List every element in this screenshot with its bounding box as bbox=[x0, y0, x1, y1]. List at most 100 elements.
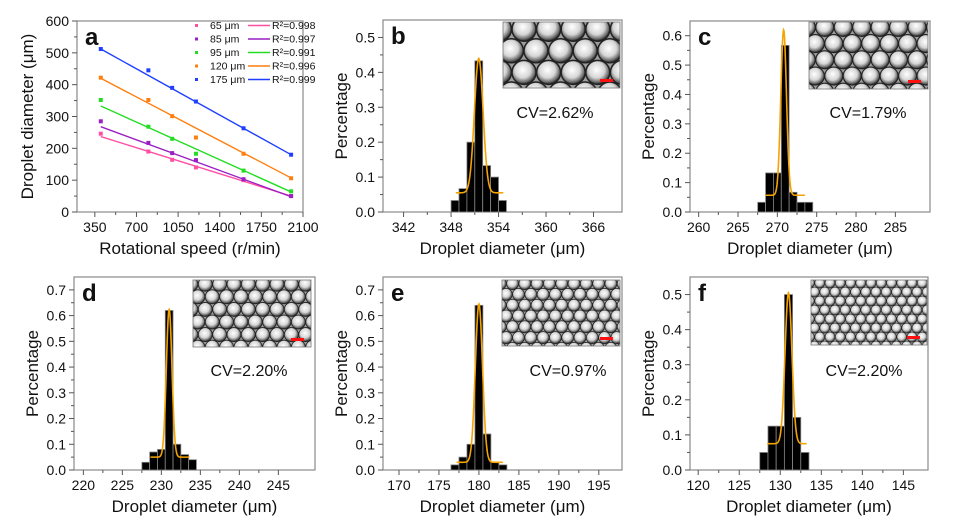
panel-a: 350 700 1050 1400 1750 2100 0 100 200 300 400 500 60… bbox=[18, 13, 319, 258]
histogram-bar bbox=[767, 425, 777, 471]
data-point bbox=[98, 97, 103, 102]
droplet bbox=[875, 331, 887, 343]
data-point bbox=[98, 75, 103, 80]
droplet bbox=[896, 331, 908, 343]
gaussian-fit-curve bbox=[765, 27, 805, 197]
y-tick-label: 0.4 bbox=[356, 64, 376, 80]
droplet bbox=[811, 331, 815, 343]
x-axis-title: Droplet diameter (μm) bbox=[420, 497, 586, 516]
x-tick-label: 260 bbox=[687, 219, 711, 235]
droplet bbox=[197, 280, 213, 292]
droplet bbox=[852, 82, 871, 89]
droplet bbox=[247, 339, 263, 347]
droplet bbox=[503, 81, 523, 88]
droplet bbox=[870, 50, 890, 70]
droplet bbox=[598, 309, 611, 323]
droplet bbox=[819, 304, 831, 316]
droplet bbox=[598, 81, 620, 88]
droplet bbox=[824, 331, 836, 343]
legend-label: 120 μm bbox=[210, 61, 245, 73]
y-tick-label: 200 bbox=[46, 140, 70, 156]
histogram-bar bbox=[466, 141, 476, 213]
x-tick-label: 360 bbox=[534, 219, 558, 235]
droplet bbox=[906, 280, 918, 289]
data-point bbox=[170, 114, 175, 119]
droplet bbox=[861, 66, 881, 86]
histogram-bar bbox=[800, 452, 810, 471]
legend-fit-label: R²=0.991 bbox=[272, 47, 316, 59]
cv-label: CV=2.20% bbox=[826, 363, 903, 380]
data-point bbox=[170, 136, 175, 141]
y-tick-label: 0.4 bbox=[47, 359, 67, 375]
histogram-bar bbox=[490, 461, 500, 471]
x-tick-label: 280 bbox=[844, 219, 868, 235]
droplet bbox=[891, 340, 902, 345]
droplet bbox=[845, 331, 856, 343]
histogram-bar bbox=[458, 456, 468, 471]
y-tick-label: 0.6 bbox=[356, 308, 376, 324]
droplet bbox=[573, 309, 587, 323]
droplet bbox=[616, 299, 620, 311]
microscope-image bbox=[502, 280, 620, 346]
droplet bbox=[819, 322, 831, 334]
droplet bbox=[865, 331, 877, 343]
droplet bbox=[298, 280, 311, 292]
droplet bbox=[219, 289, 235, 305]
x-tick-label: 130 bbox=[769, 477, 793, 493]
droplet bbox=[610, 309, 620, 323]
legend-fit-label: R²=0.999 bbox=[272, 74, 316, 86]
droplet bbox=[561, 331, 575, 344]
x-tick-label: 185 bbox=[507, 477, 531, 493]
x-tick-label: 220 bbox=[72, 477, 96, 493]
y-tick-label: 0.0 bbox=[663, 462, 683, 478]
droplet bbox=[240, 327, 256, 343]
droplet bbox=[824, 66, 844, 86]
droplet bbox=[276, 289, 292, 305]
x-axis-title: Rotational speed (r/min) bbox=[99, 239, 280, 258]
droplet bbox=[852, 50, 872, 70]
droplet bbox=[906, 295, 918, 307]
x-tick-label: 275 bbox=[805, 219, 829, 235]
y-tick-label: 400 bbox=[46, 77, 70, 93]
droplet bbox=[585, 331, 599, 344]
droplet bbox=[604, 320, 618, 334]
x-tick-label: 195 bbox=[587, 477, 611, 493]
droplet bbox=[886, 280, 897, 289]
x-tick-label: 175 bbox=[427, 477, 451, 493]
droplet bbox=[269, 327, 285, 343]
droplet bbox=[839, 286, 851, 298]
droplet bbox=[579, 298, 593, 312]
legend-marker bbox=[195, 64, 198, 68]
histogram-bar bbox=[474, 60, 484, 213]
droplet bbox=[901, 286, 913, 298]
data-point bbox=[193, 158, 198, 163]
droplet bbox=[906, 313, 918, 325]
droplet bbox=[212, 301, 228, 317]
y-tick-label: 0.0 bbox=[356, 204, 376, 220]
droplet bbox=[916, 34, 928, 54]
y-tick-label: 0.3 bbox=[356, 385, 376, 401]
droplet bbox=[530, 280, 544, 290]
legend-marker bbox=[195, 51, 198, 54]
droplet bbox=[829, 304, 841, 316]
x-tick-label: 145 bbox=[892, 477, 916, 493]
data-point bbox=[170, 151, 175, 156]
histogram-bar bbox=[149, 451, 158, 471]
droplet bbox=[896, 313, 908, 325]
droplet bbox=[871, 82, 890, 89]
droplet bbox=[916, 295, 927, 307]
gaussian-fit-curve bbox=[767, 290, 807, 445]
y-tick-label: 0.3 bbox=[47, 385, 67, 401]
droplet bbox=[891, 304, 902, 316]
droplet bbox=[870, 322, 882, 334]
droplet bbox=[842, 66, 862, 86]
droplet bbox=[204, 314, 220, 330]
droplet bbox=[865, 280, 877, 289]
x-tick-label: 135 bbox=[810, 477, 834, 493]
droplet bbox=[536, 288, 550, 301]
droplet bbox=[269, 280, 285, 292]
droplet bbox=[855, 331, 867, 343]
panel-d: 220 225 230 235 240 245 0.0 0.1 0.2 0.3 0.4 0.5 0.6 0… bbox=[23, 276, 316, 516]
droplet bbox=[585, 309, 599, 323]
